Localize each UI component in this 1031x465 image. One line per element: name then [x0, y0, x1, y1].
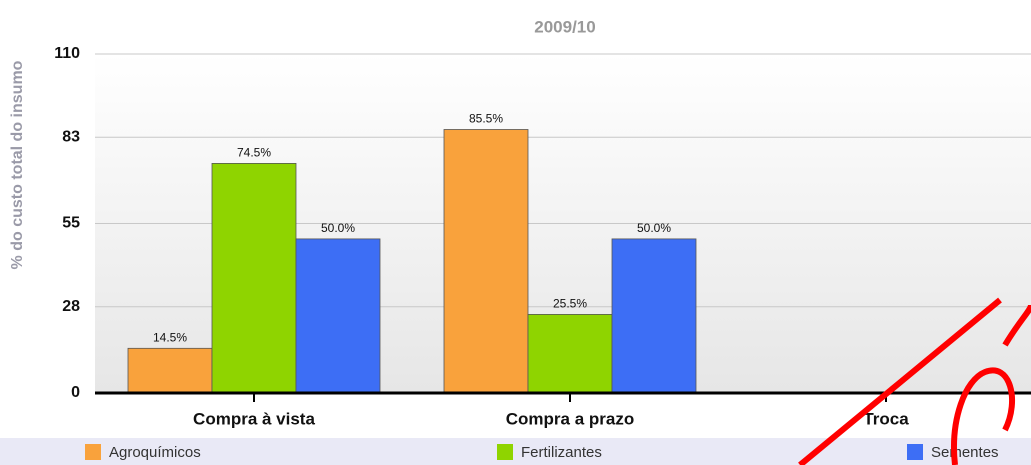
- plot: 0 28 55 83 110 14.5% 74.5% 50.0% Compra à vista 8…: [54, 45, 1031, 461]
- scribble-stroke: [798, 297, 1002, 465]
- value-label: 25.5%: [553, 297, 587, 311]
- y-tick-label: 0: [71, 384, 80, 401]
- y-tick-label: 55: [62, 215, 80, 232]
- x-tick-label: Compra a prazo: [506, 409, 634, 428]
- value-label: 74.5%: [237, 146, 271, 160]
- bar: [611, 238, 697, 394]
- legend-label: Fertilizantes: [521, 444, 602, 461]
- value-label: 14.5%: [153, 330, 187, 344]
- legend-swatch: [497, 444, 513, 460]
- bar: [295, 238, 381, 394]
- y-tick-label: 28: [62, 298, 80, 315]
- x-tick-label: Compra à vista: [193, 409, 315, 428]
- value-label: 85.5%: [469, 112, 503, 126]
- y-tick-label: 110: [54, 45, 80, 62]
- scribble-stroke: [951, 367, 1016, 465]
- bar: [211, 163, 297, 394]
- bar: [443, 129, 529, 394]
- legend-background: [0, 438, 1031, 465]
- x-tick-label: Troca: [863, 409, 909, 428]
- y-axis-title: % do custo total do insumo: [9, 60, 26, 269]
- y-tick-label: 83: [62, 128, 80, 145]
- legend-swatch: [907, 444, 923, 460]
- legend-label: Sementes: [931, 444, 999, 461]
- bar: [127, 347, 213, 394]
- chart-title: 2009/10: [534, 17, 595, 36]
- legend-swatch: [85, 444, 101, 460]
- value-label: 50.0%: [637, 221, 671, 235]
- value-label: 50.0%: [321, 221, 355, 235]
- legend-label: Agroquímicos: [109, 444, 201, 461]
- bar: [527, 314, 613, 394]
